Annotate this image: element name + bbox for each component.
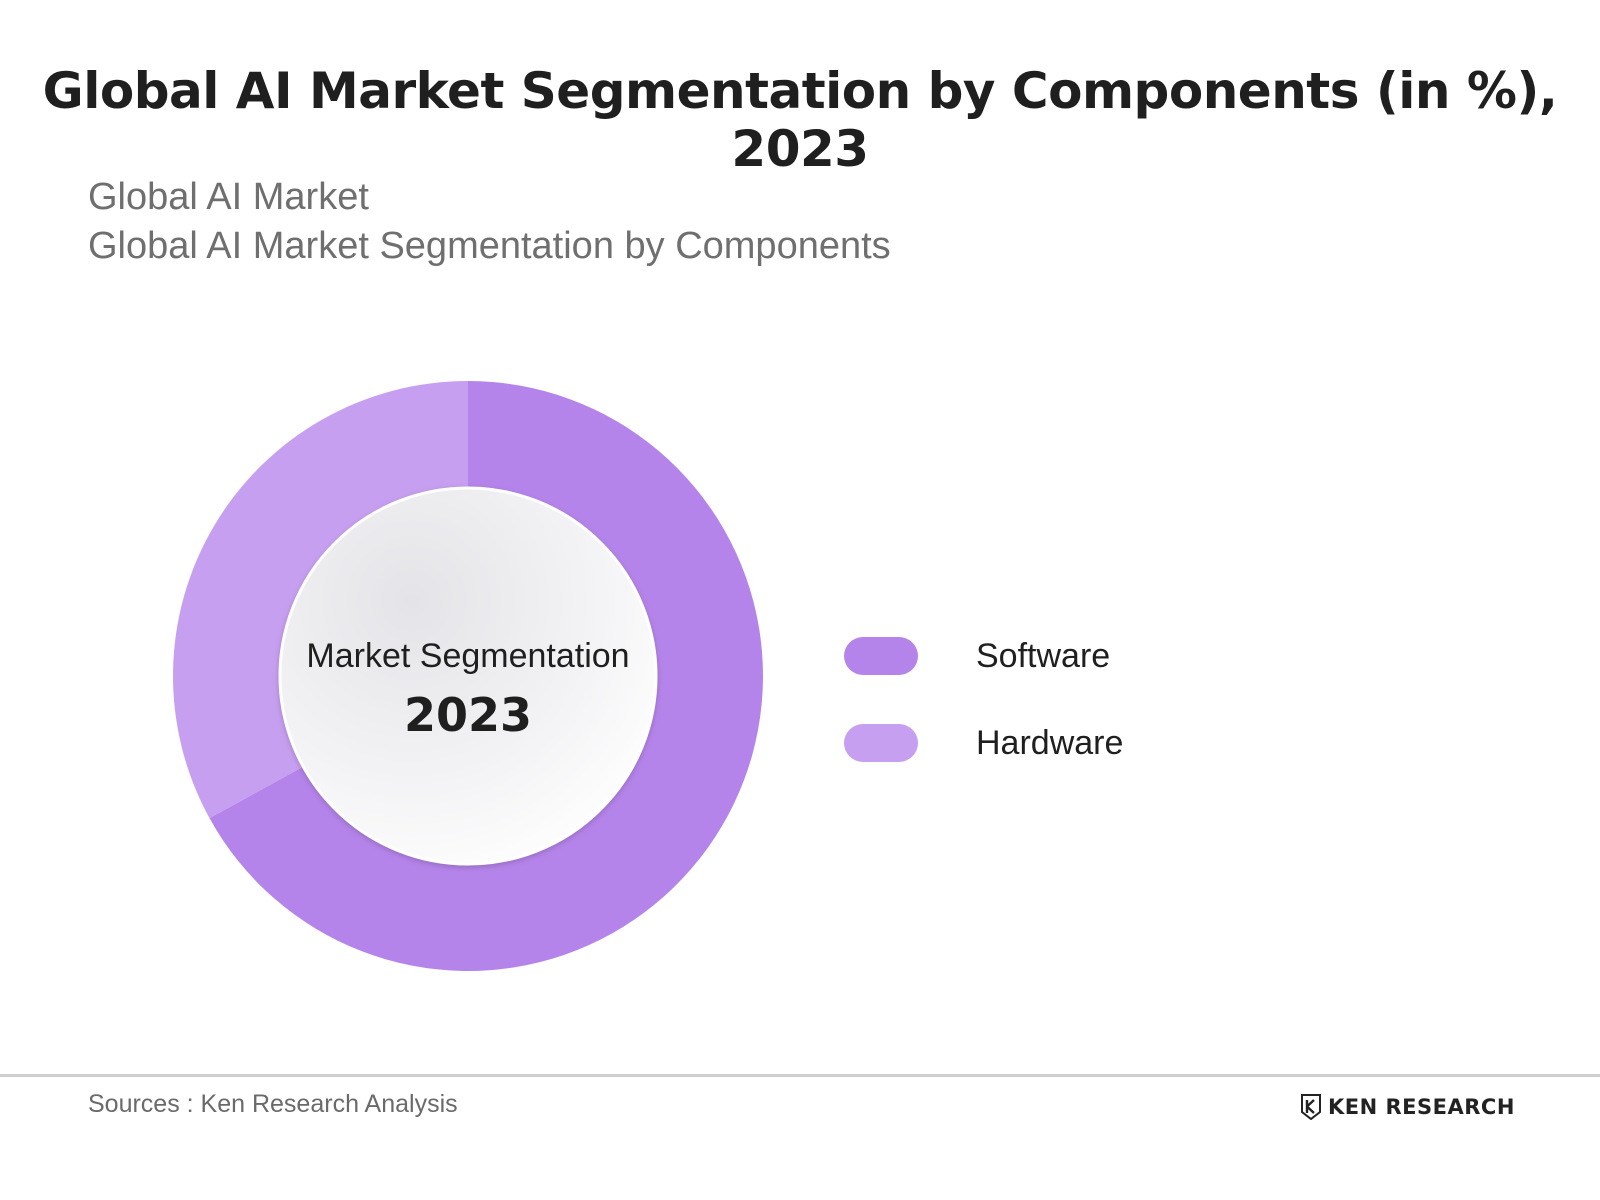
chart-subtitle-primary: Global AI Market [88,176,369,218]
donut-center-year: 2023 [403,688,533,742]
chart-subtitle-secondary: Global AI Market Segmentation by Compone… [88,225,891,267]
donut-chart [173,381,764,971]
legend-item-software: Software [844,636,1123,676]
legend-label-software: Software [976,636,1111,675]
chart-title: Global AI Market Segmentation by Compone… [42,62,1558,178]
donut-center-label: Market Segmentation [306,637,630,675]
chart-legend: Software Hardware [844,636,1123,810]
source-note: Sources : Ken Research Analysis [88,1090,458,1118]
ken-research-logo-icon [1301,1094,1321,1120]
legend-swatch-software [844,637,918,675]
legend-label-hardware: Hardware [976,723,1124,762]
footer-divider [0,1074,1600,1077]
legend-swatch-hardware [844,724,918,762]
brand: KEN RESEARCH [1300,1094,1515,1120]
donut-center-disc [278,486,658,866]
brand-name: KEN RESEARCH [1328,1095,1515,1119]
legend-item-hardware: Hardware [844,723,1123,763]
